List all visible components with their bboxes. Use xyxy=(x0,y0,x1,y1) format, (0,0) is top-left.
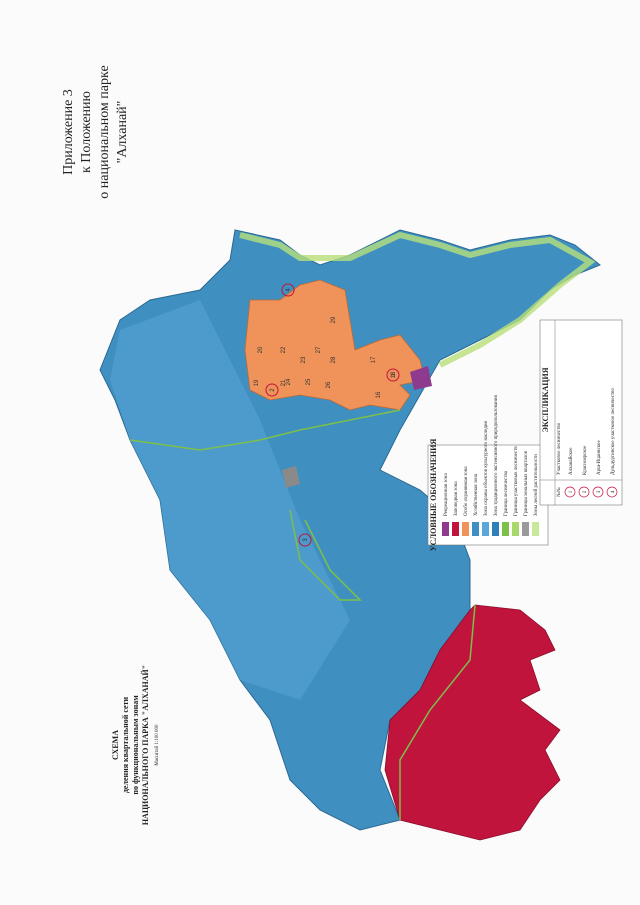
green-border xyxy=(239,231,596,368)
explication-box xyxy=(539,319,623,506)
quarter-number: 22 xyxy=(281,346,287,353)
legend-swatch xyxy=(472,522,479,536)
quarter-number: 27 xyxy=(316,346,322,353)
title-line: СХЕМА xyxy=(111,730,120,760)
explication: ЭКСПЛИКАЦИЯ №№ Участковое лесничество 1 Алха… xyxy=(539,319,623,506)
quarter-number: 16 xyxy=(376,391,382,398)
row-marker xyxy=(564,486,576,498)
column-header: Участковое лесничество xyxy=(557,422,562,475)
row-marker xyxy=(578,486,590,498)
legend-swatch xyxy=(492,522,499,536)
district-border xyxy=(399,604,476,820)
legend-swatch xyxy=(502,522,509,536)
map-title: СХЕМА деления квартальной сети по функцион… xyxy=(111,665,160,825)
district-circle xyxy=(386,368,400,382)
district-circle xyxy=(281,283,295,297)
row-name: Дульдургинское участковое лесничество xyxy=(611,387,616,475)
row-marker xyxy=(606,486,618,498)
district-circle xyxy=(298,533,312,547)
district-border xyxy=(289,509,362,601)
legend: УСЛОВНЫЕ ОБОЗНАЧЕНИЯ Рекреационная зона За… xyxy=(427,394,549,552)
legend-label: Зона охраны объектов культурного наследи… xyxy=(484,420,489,516)
quarter-number: 17 xyxy=(371,356,377,363)
legend-label: Граница лесничества xyxy=(504,470,509,516)
header-line: Приложение 3 xyxy=(61,89,76,175)
recreation-spot xyxy=(410,366,432,390)
quarter-number: 26 xyxy=(326,381,332,388)
district-number: 3 xyxy=(303,538,309,542)
quarter-number: 25 xyxy=(306,378,312,385)
legend-label: Зона традиционного экстенсивного природо… xyxy=(494,394,499,516)
district-number: 4 xyxy=(286,288,292,292)
column-header: №№ xyxy=(556,487,562,497)
row-number: 2 xyxy=(583,490,588,493)
header-line: "Алханай" xyxy=(115,101,130,164)
row-marker xyxy=(592,486,604,498)
legend-swatch xyxy=(512,522,519,536)
map xyxy=(99,229,601,841)
legend-label: Границы участковых лесничеств xyxy=(514,446,519,516)
quarter-number: 19 xyxy=(254,379,260,386)
legend-title: УСЛОВНЫЕ ОБОЗНАЧЕНИЯ xyxy=(429,439,438,552)
legend-swatch xyxy=(532,522,539,536)
district-number: 2 xyxy=(270,388,276,392)
lake xyxy=(282,466,300,488)
header-line: к Положению xyxy=(79,91,94,173)
district-number: 1 xyxy=(391,373,397,377)
legend-swatch xyxy=(462,522,469,536)
quarter-number: 24 xyxy=(286,378,292,385)
district-circle xyxy=(265,383,279,397)
legend-swatch xyxy=(482,522,489,536)
legend-swatch xyxy=(442,522,449,536)
title-line: НАЦИОНАЛЬНОГО ПАРКА "АЛХАНАЙ" xyxy=(141,665,150,825)
quarter-number: 18 xyxy=(391,371,397,378)
quarter-number: 21 xyxy=(281,379,287,386)
row-number: 3 xyxy=(597,490,602,493)
legend-swatch xyxy=(522,522,529,536)
legend-label: Особо охраняемая зона xyxy=(464,466,469,516)
legend-label: Рекреационная зона xyxy=(444,473,449,516)
legend-label: Зоны лесной растительности xyxy=(534,454,539,516)
district-border xyxy=(129,409,401,451)
quarter-number: 28 xyxy=(331,356,337,363)
title-line: по функциональным зонам xyxy=(131,695,140,795)
quarter-number: 23 xyxy=(301,356,307,363)
row-name: Алханайское xyxy=(569,447,574,475)
row-name: Красноярское xyxy=(583,445,588,475)
quarter-number: 29 xyxy=(331,316,337,323)
reserve-zone xyxy=(384,604,561,841)
legend-label: Границы зональных кварталов xyxy=(524,450,529,516)
legend-label: Хозяйственная зона xyxy=(474,473,479,516)
legend-swatch xyxy=(452,522,459,536)
title-line: Масштаб 1:100 000 xyxy=(155,724,160,766)
row-number: 4 xyxy=(611,490,616,493)
title-line: деления квартальной сети xyxy=(121,696,130,793)
lighter-zone xyxy=(110,300,350,700)
explication-title: ЭКСПЛИКАЦИЯ xyxy=(541,367,550,432)
quarter-number: 20 xyxy=(258,346,264,353)
row-name: Арш-Ицаинское xyxy=(597,440,602,475)
header-line: о национальном парке xyxy=(97,65,112,198)
row-number: 1 xyxy=(569,490,574,493)
legend-label: Заповедная зона xyxy=(454,481,459,516)
